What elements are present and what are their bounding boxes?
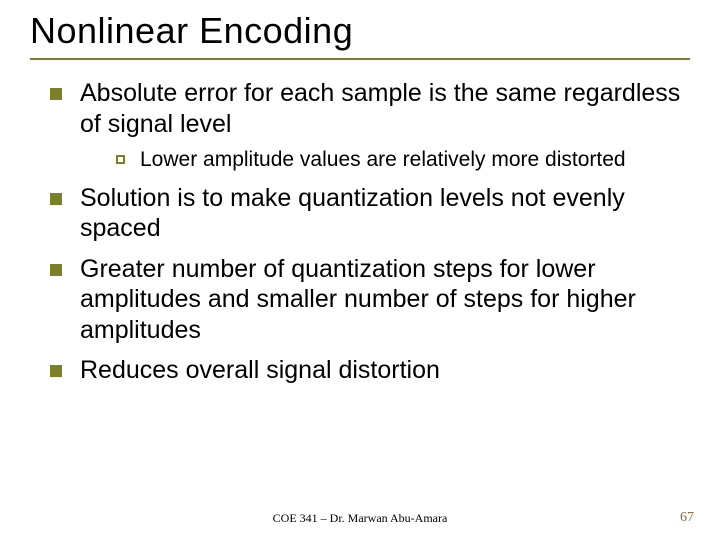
- page-number: 67: [680, 510, 694, 526]
- bullet-item: Greater number of quantization steps for…: [50, 254, 690, 346]
- footer-center: COE 341 – Dr. Marwan Abu-Amara: [0, 511, 720, 526]
- bullet-item: Solution is to make quantization levels …: [50, 183, 690, 244]
- bullet-text: Solution is to make quantization levels …: [80, 184, 625, 243]
- bullet-list-level-1: Absolute error for each sample is the sa…: [30, 78, 690, 386]
- bullet-text: Greater number of quantization steps for…: [80, 255, 636, 344]
- bullet-list-level-2: Lower amplitude values are relatively mo…: [80, 147, 690, 173]
- sub-bullet-item: Lower amplitude values are relatively mo…: [116, 147, 690, 173]
- bullet-text: Absolute error for each sample is the sa…: [80, 79, 680, 138]
- slide-body: Absolute error for each sample is the sa…: [30, 78, 690, 386]
- bullet-text: Reduces overall signal distortion: [80, 356, 440, 384]
- bullet-item: Reduces overall signal distortion: [50, 355, 690, 386]
- sub-bullet-text: Lower amplitude values are relatively mo…: [140, 148, 626, 171]
- slide-title: Nonlinear Encoding: [30, 10, 690, 52]
- title-underline: Nonlinear Encoding: [30, 10, 690, 60]
- slide: Nonlinear Encoding Absolute error for ea…: [0, 0, 720, 540]
- bullet-item: Absolute error for each sample is the sa…: [50, 78, 690, 173]
